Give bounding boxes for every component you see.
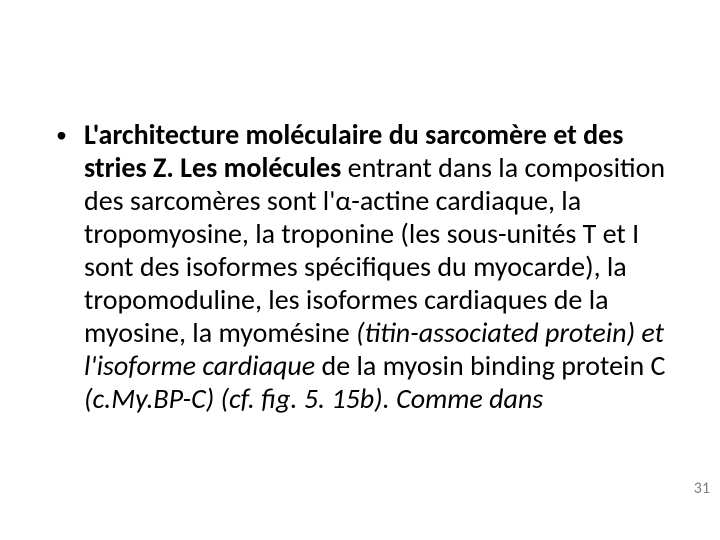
bullet-text: L'architecture moléculaire du sarcomère … <box>84 118 666 415</box>
text-run-italic: (c.My.BP-C) (cf. fig. 5. 15b). Comme dan… <box>84 381 543 416</box>
bullet-marker: • <box>54 118 84 151</box>
text-run: de la myosin binding protein C <box>322 348 666 383</box>
slide: • L'architecture moléculaire du sarcomèr… <box>0 0 720 540</box>
body-content: • L'architecture moléculaire du sarcomèr… <box>54 118 666 415</box>
bullet-item: • L'architecture moléculaire du sarcomèr… <box>54 118 666 415</box>
page-number: 31 <box>694 479 710 498</box>
